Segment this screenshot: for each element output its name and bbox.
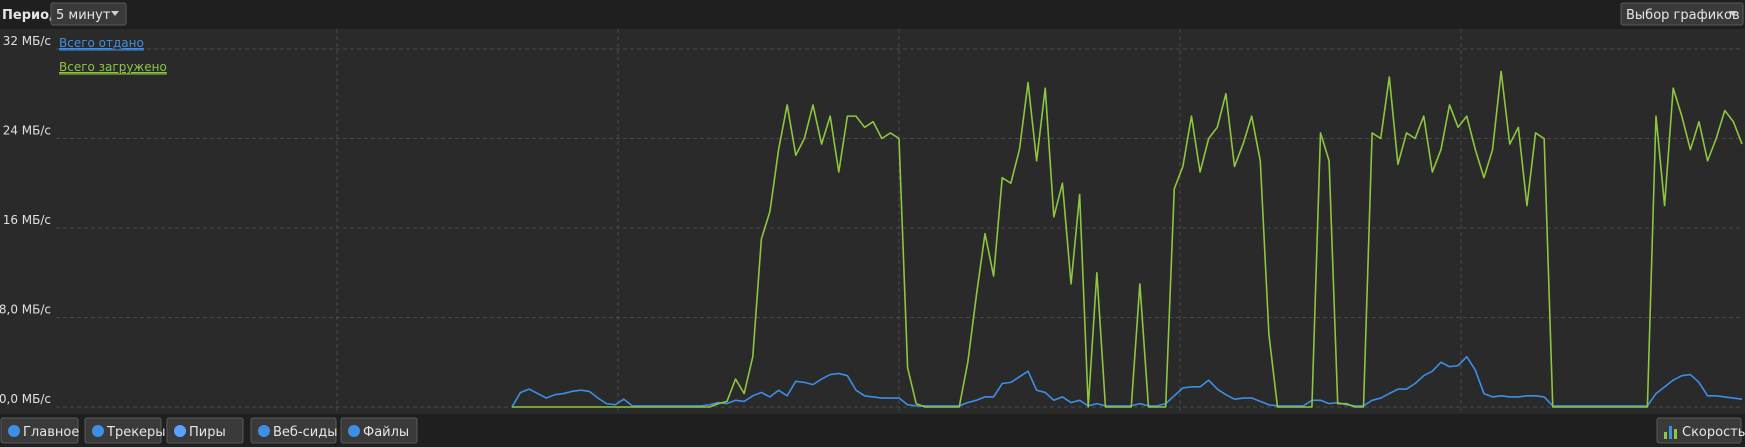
y-tick-label: 24 МБ/с: [3, 124, 51, 138]
legend-entry[interactable]: Всего отдано: [59, 36, 144, 50]
plot: 32 МБ/с 24 МБ/с 16 МБ/с 8,0 МБ/с 0,0 МБ/с: [0, 29, 1743, 413]
tab-button[interactable]: Главное: [0, 417, 79, 444]
tab-button-box[interactable]: [84, 417, 162, 444]
tab-icon: [92, 425, 104, 437]
icon: [1674, 429, 1677, 439]
tab-label[interactable]: Трекеры: [106, 425, 166, 440]
dropdown-arrow: [1729, 11, 1737, 16]
tab-icon: [348, 425, 360, 437]
tab-button[interactable]: Пиры: [166, 417, 244, 444]
period-value[interactable]: 5 минут: [56, 8, 111, 23]
y-tick-label: 16 МБ/с: [3, 213, 51, 227]
speed-button-box[interactable]: [1656, 417, 1742, 444]
top-bar: [0, 0, 1745, 29]
period-dropdown-box[interactable]: [50, 2, 127, 26]
tab-button[interactable]: Трекеры: [84, 417, 166, 444]
y-tick-label: 8,0 МБ/с: [0, 303, 51, 317]
speed-button-text[interactable]: Скорость: [1682, 425, 1745, 440]
tab-button[interactable]: Файлы: [340, 417, 418, 444]
tab-bar: Главное Трекеры Пиры Веб-сиды Файлы: [0, 417, 418, 444]
graph-select-box[interactable]: [1620, 2, 1744, 26]
tab-icon: [8, 425, 20, 437]
tab-button-box[interactable]: [250, 417, 337, 444]
icon: [1664, 432, 1667, 439]
graph-select-text[interactable]: Выбор графиков: [1626, 8, 1740, 23]
tab-button-box[interactable]: [0, 417, 79, 444]
tab-label[interactable]: Пиры: [189, 425, 226, 440]
series-line: [511, 70, 1743, 408]
period-label: Период:: [2, 8, 65, 23]
legend-entry[interactable]: Всего загружено: [59, 60, 167, 74]
y-tick-label: 0,0 МБ/с: [0, 392, 51, 406]
tab-icon: [258, 425, 270, 437]
graph-select[interactable]: Выбор графиков: [1620, 2, 1744, 26]
tab-button[interactable]: Веб-сиды: [250, 417, 337, 444]
icon: [1669, 426, 1672, 439]
y-tick-label: 32 МБ/с: [3, 34, 51, 48]
tab-label[interactable]: Главное: [23, 425, 79, 440]
tab-label[interactable]: Веб-сиды: [273, 425, 337, 440]
plot-background: [0, 29, 1745, 414]
tab-icon: [174, 425, 186, 437]
tab-label[interactable]: Файлы: [363, 425, 409, 440]
series-line: [511, 355, 1743, 408]
dropdown-arrow: [111, 11, 119, 16]
period-dropdown[interactable]: 5 минут: [50, 2, 127, 26]
tab-button-box[interactable]: [166, 417, 244, 444]
tab-button-box[interactable]: [340, 417, 418, 444]
speed-button[interactable]: Скорость: [1656, 417, 1745, 444]
